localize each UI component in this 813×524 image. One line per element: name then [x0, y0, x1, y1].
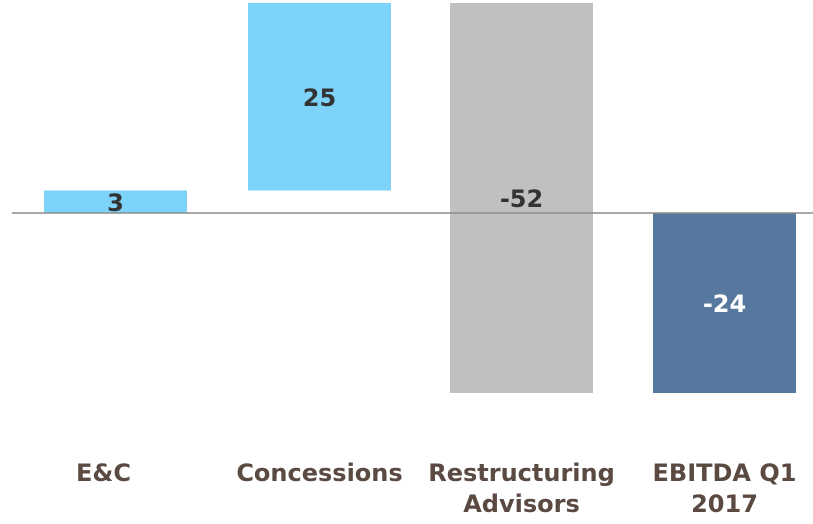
- value-labels-group: 3 25 -52 -24: [107, 84, 746, 318]
- bar-1: [248, 3, 391, 191]
- category-label-3: EBITDA Q1 2017: [653, 459, 797, 518]
- value-label-3: -24: [703, 290, 746, 318]
- value-label-1: 25: [303, 84, 336, 112]
- bar-2: [450, 3, 593, 393]
- bar-0: [44, 190, 187, 213]
- value-label-0: 3: [107, 189, 124, 217]
- category-labels-group: E&C Concessions Restructuring Advisors EBITD…: [76, 459, 796, 518]
- bar-3: [653, 213, 796, 393]
- value-label-2: -52: [500, 185, 543, 213]
- category-label-2: Restructuring Advisors: [428, 459, 615, 518]
- category-label-0: E&C: [76, 459, 131, 487]
- bars-group: [44, 3, 796, 393]
- category-label-1: Concessions: [236, 459, 402, 487]
